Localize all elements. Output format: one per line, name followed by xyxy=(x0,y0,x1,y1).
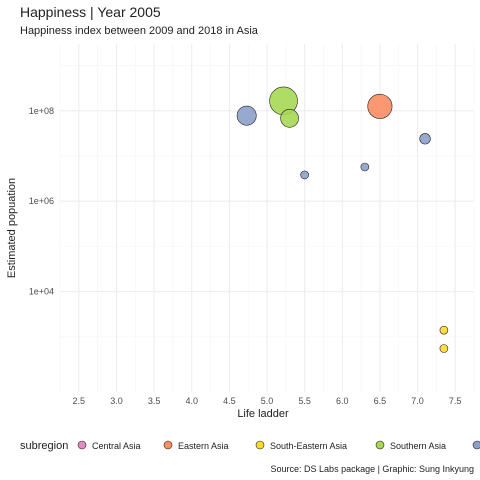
data-point xyxy=(439,325,449,335)
legend-key xyxy=(77,440,87,450)
legend-title: subregion xyxy=(20,440,68,452)
legend-key xyxy=(255,440,265,450)
x-tick-label: 6.0 xyxy=(336,396,349,406)
legend-label: South-Eastern Asia xyxy=(270,441,347,451)
chart-caption: Source: DS Labs package | Graphic: Sung … xyxy=(271,464,474,474)
legend-label: Central Asia xyxy=(92,441,141,451)
x-tick-label: 5.0 xyxy=(261,396,274,406)
y-tick-label: 1e+04 xyxy=(29,287,54,297)
x-tick-label: 2.5 xyxy=(73,396,86,406)
legend-key xyxy=(375,440,385,450)
legend-label: Southern Asia xyxy=(390,441,446,451)
x-tick-label: 7.5 xyxy=(449,396,462,406)
data-point xyxy=(300,170,309,180)
x-tick-label: 6.5 xyxy=(374,396,387,406)
y-axis-title: Estimated popuation xyxy=(6,178,18,278)
legend-label: Eastern Asia xyxy=(178,441,229,451)
data-point xyxy=(280,109,299,128)
chart-subtitle: Happiness index between 2009 and 2018 in… xyxy=(20,25,259,37)
legend-key xyxy=(472,440,480,450)
plot-grid xyxy=(59,44,475,392)
data-point xyxy=(360,162,370,172)
x-axis-ticks: 2.5 3.0 3.5 4.0 4.5 5.0 5.5 6.0 6.5 7.0 7.5 xyxy=(73,396,462,406)
data-point xyxy=(419,133,431,145)
x-axis-title: Life ladder xyxy=(237,408,289,420)
x-tick-label: 3.5 xyxy=(148,396,161,406)
x-tick-label: 5.5 xyxy=(298,396,311,406)
y-tick-label: 1e+06 xyxy=(29,196,54,206)
y-axis-ticks: 1e+04 1e+06 1e+08 xyxy=(29,106,54,297)
x-tick-label: 4.0 xyxy=(185,396,198,406)
legend-key xyxy=(163,440,173,450)
chart-title: Happiness | Year 2005 xyxy=(20,4,161,20)
x-tick-label: 7.0 xyxy=(411,396,424,406)
data-points xyxy=(236,86,449,353)
data-point xyxy=(439,344,449,353)
legend: subregion Central Asia Eastern Asia South-… xyxy=(20,440,480,452)
x-tick-label: 4.5 xyxy=(223,396,236,406)
y-tick-label: 1e+08 xyxy=(29,106,54,116)
data-point xyxy=(367,93,393,119)
data-point xyxy=(236,105,257,126)
x-tick-label: 3.0 xyxy=(110,396,123,406)
